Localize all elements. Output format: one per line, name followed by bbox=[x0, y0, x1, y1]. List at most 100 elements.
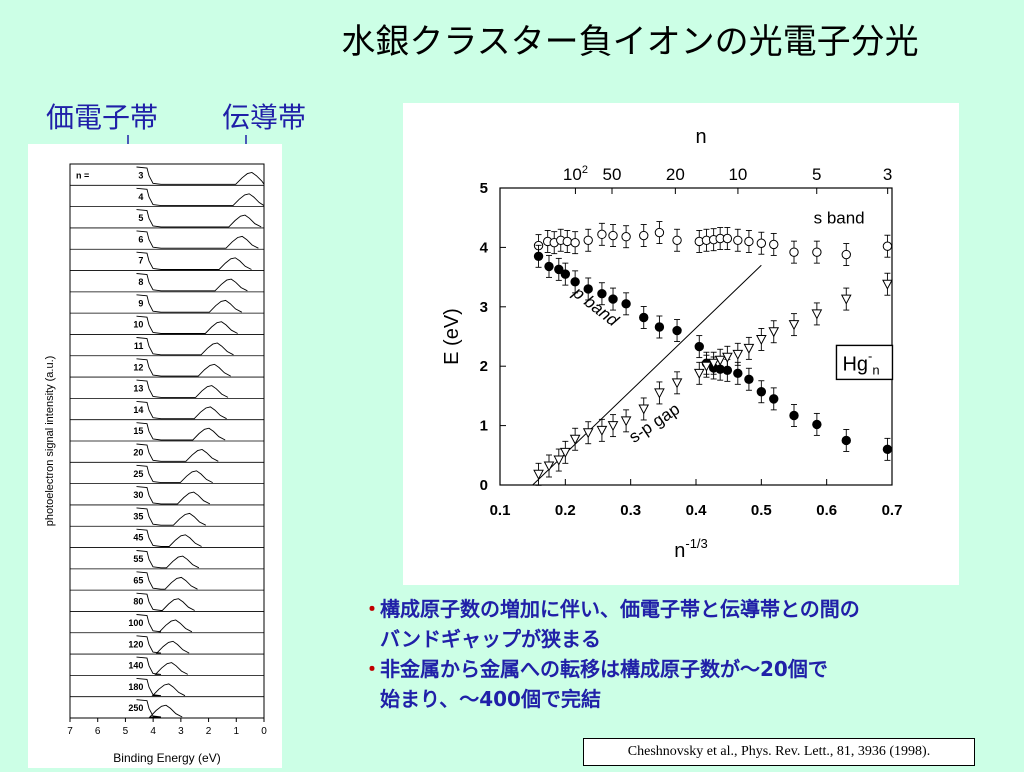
top-tick-label: 3 bbox=[883, 165, 892, 184]
p-band-point bbox=[554, 264, 564, 275]
p-band-annotation: p band bbox=[569, 282, 623, 330]
s-p-gap-point bbox=[882, 279, 893, 290]
p-band-point bbox=[560, 269, 571, 279]
row-prefix-label: n = bbox=[76, 170, 89, 180]
spectrum-trace bbox=[136, 507, 207, 526]
spectrum-size-label: 30 bbox=[133, 490, 143, 500]
spectrum-size-label: 14 bbox=[133, 405, 143, 415]
p-band-point bbox=[639, 312, 649, 323]
y-tick-label: 3 bbox=[480, 299, 488, 316]
y-tick-label: 1 bbox=[480, 418, 488, 435]
s-p-gap-point bbox=[768, 327, 780, 338]
x-tick-label: 2 bbox=[206, 726, 212, 737]
s-band-point bbox=[722, 233, 733, 244]
x-tick-label: 0.2 bbox=[555, 502, 576, 519]
s-p-gap-point bbox=[671, 378, 683, 389]
s-p-gap-point bbox=[701, 361, 712, 372]
band-chart-panel: 0.1 0.2 0.3 0.4 0.5 0.6 0.7 0 1 2 3 4 5 102 50 20 10 5 3 n n… bbox=[403, 103, 959, 585]
s-p-gap-point bbox=[543, 461, 555, 472]
spectrum-size-label: 180 bbox=[128, 682, 143, 692]
s-p-gap-point bbox=[607, 421, 619, 432]
x-tick-label: 0.1 bbox=[490, 502, 511, 519]
spectrum-trace bbox=[136, 422, 226, 441]
s-band-point bbox=[841, 249, 851, 260]
spectrum-trace bbox=[136, 699, 183, 718]
x-tick-label: 0 bbox=[261, 726, 267, 737]
s-p-gap-point bbox=[693, 368, 705, 379]
spectrum-trace bbox=[136, 528, 202, 547]
s-band-point bbox=[654, 227, 665, 238]
s-band-point bbox=[812, 247, 822, 257]
conduction-band-label: 伝導帯 bbox=[222, 101, 307, 134]
s-band-point bbox=[639, 230, 649, 241]
spectrum-trace bbox=[136, 358, 231, 377]
spectrum-size-label: 4 bbox=[138, 192, 143, 202]
y-tick-label: 0 bbox=[480, 477, 488, 494]
spectrum-trace bbox=[136, 656, 189, 675]
spectrum-trace bbox=[136, 294, 243, 313]
spectrum-size-label: 10 bbox=[133, 320, 143, 330]
bullet-line: 始まり、～400個で完結 bbox=[380, 687, 601, 711]
plot-frame bbox=[499, 187, 893, 486]
reference-citation: Cheshnovsky et al., Phys. Rev. Lett., 81… bbox=[583, 738, 975, 766]
s-p-gap-point bbox=[840, 294, 852, 305]
top-axis-label: n bbox=[695, 126, 706, 148]
spectrum-trace bbox=[136, 166, 265, 185]
p-band-point bbox=[672, 325, 682, 336]
spectrum-trace bbox=[136, 273, 248, 292]
top-tick-label: 20 bbox=[666, 165, 685, 184]
spectrum-trace bbox=[136, 187, 265, 207]
x-tick-label: 1 bbox=[234, 726, 240, 737]
x-tick-label: 0.5 bbox=[751, 502, 772, 519]
spectrum-size-label: 20 bbox=[133, 447, 143, 457]
x-tick-label: 7 bbox=[67, 726, 73, 737]
spectrum-size-label: 55 bbox=[133, 554, 143, 564]
y-axis-label: photoelectron signal intensity (a.u.) bbox=[44, 356, 56, 527]
s-p-gap-point bbox=[596, 425, 608, 436]
spectrum-trace bbox=[136, 635, 190, 654]
gap-fit-line bbox=[532, 264, 762, 486]
spectrum-trace bbox=[136, 550, 200, 569]
s-p-gap-point bbox=[533, 469, 544, 480]
band-energy-chart: 0.1 0.2 0.3 0.4 0.5 0.6 0.7 0 1 2 3 4 5 102 50 20 10 5 3 n n… bbox=[441, 126, 902, 562]
s-band-point bbox=[744, 236, 754, 247]
s-band-point bbox=[570, 237, 580, 248]
bullet-line: バンドギャップが狭まる bbox=[380, 627, 601, 651]
s-p-gap-point bbox=[708, 358, 719, 369]
s-band-point bbox=[621, 232, 631, 242]
p-band-point bbox=[570, 277, 580, 287]
spectrum-size-label: 45 bbox=[133, 533, 143, 543]
spectrum-size-label: 13 bbox=[133, 384, 143, 394]
spectrum-size-label: 15 bbox=[133, 426, 143, 436]
spectrum-size-label: 7 bbox=[138, 256, 143, 266]
spectrum-trace bbox=[136, 400, 227, 420]
y-axis-label: E (eV) bbox=[441, 308, 463, 365]
bullet-marker: ・ bbox=[362, 657, 382, 681]
s-band-point bbox=[789, 247, 799, 257]
s-p-gap-point bbox=[582, 428, 594, 439]
spectrum-trace bbox=[136, 230, 259, 249]
x-tick-label: 5 bbox=[123, 726, 129, 737]
spectrum-trace bbox=[136, 486, 211, 505]
spectra-chart: 3n =456789101112131415202530354555658010… bbox=[44, 163, 267, 765]
s-p-gap-point bbox=[553, 455, 565, 466]
p-band-point bbox=[608, 294, 618, 304]
spectrum-size-label: 140 bbox=[128, 661, 143, 671]
s-p-gap-point bbox=[638, 404, 650, 415]
x-tick-label: 3 bbox=[178, 726, 184, 737]
s-band-point bbox=[756, 238, 767, 248]
spectrum-trace bbox=[136, 592, 195, 611]
spectrum-trace bbox=[136, 571, 198, 590]
s-band-point bbox=[882, 241, 893, 251]
spectrum-size-label: 8 bbox=[138, 277, 143, 287]
spectrum-trace bbox=[136, 337, 234, 356]
s-band-point bbox=[733, 235, 743, 245]
spectrum-trace bbox=[136, 315, 238, 334]
s-p-gap-point bbox=[722, 352, 733, 363]
spectrum-size-label: 80 bbox=[133, 597, 143, 607]
spectrum-trace bbox=[136, 614, 193, 633]
p-band-point bbox=[733, 368, 743, 379]
spectrum-trace bbox=[136, 464, 213, 484]
bullet-list: ・ 構成原子数の増加に伴い、価電子帯と伝導帯との間の バンドギャップが狭まる ・… bbox=[362, 594, 1012, 714]
